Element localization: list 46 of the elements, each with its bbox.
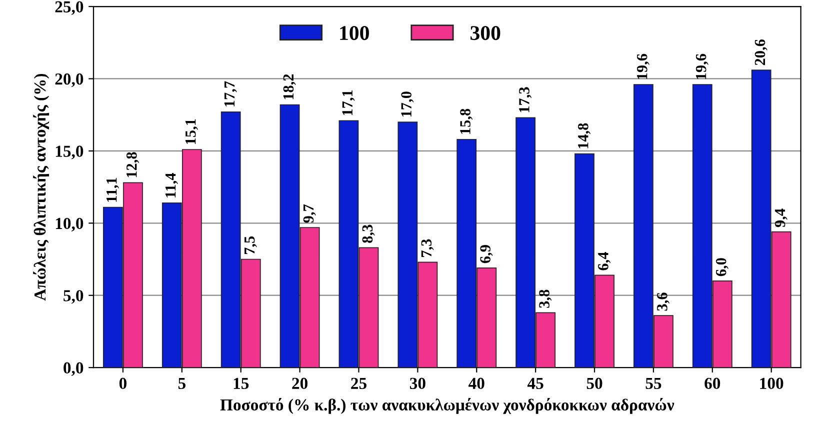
data-label: 19,6 — [696, 54, 708, 79]
x-tick-label: 100 — [760, 378, 784, 390]
y-tick-label: 20,0 — [55, 73, 84, 88]
legend-label: 100 — [340, 26, 369, 40]
data-label: 6,4 — [598, 252, 611, 270]
x-tick-label: 40 — [468, 378, 484, 390]
data-label: 11,4 — [165, 172, 178, 198]
data-label: 6,0 — [716, 258, 728, 276]
x-tick-label: 5 — [178, 378, 186, 390]
data-label: 9,4 — [774, 208, 788, 228]
y-tick-label: 15,0 — [56, 146, 84, 160]
x-tick-label: 45 — [527, 378, 544, 390]
legend-label: 300 — [470, 26, 500, 40]
data-label: 7,5 — [244, 236, 257, 254]
data-label: 11,1 — [106, 178, 119, 202]
x-tick-label: 60 — [704, 378, 720, 390]
data-label: 8,3 — [362, 224, 375, 243]
data-label: 14,8 — [578, 123, 591, 148]
x-tick-label: 55 — [646, 378, 662, 390]
data-label: 20,6 — [754, 39, 768, 66]
data-label: 3,8 — [539, 290, 552, 308]
x-tick-label: 0 — [119, 378, 126, 390]
x-tick-label: 25 — [351, 378, 366, 390]
data-label: 3,6 — [657, 292, 670, 311]
y-tick-label: 0,0 — [64, 362, 84, 376]
x-tick-label: 50 — [586, 378, 602, 390]
data-label: 15,8 — [460, 108, 473, 134]
x-tick-label: 20 — [292, 378, 308, 390]
data-label: 15,1 — [186, 119, 198, 144]
data-label: 7,3 — [421, 239, 434, 257]
y-tick-label: 10,0 — [56, 218, 84, 232]
data-label: 17,3 — [519, 87, 532, 112]
data-label: 17,0 — [401, 92, 414, 117]
y-tick-label: 5,0 — [64, 290, 84, 304]
x-tick-label: 30 — [410, 378, 426, 390]
x-axis-title: Ποσοστό (% κ.β.) των ανακυκλωμένων χονδρόκοκκων αδρανών — [220, 398, 674, 414]
data-label: 17,1 — [342, 90, 355, 116]
data-label: 12,8 — [126, 152, 140, 178]
data-label: 17,7 — [224, 81, 237, 106]
data-label: 9,7 — [303, 204, 316, 223]
data-label: 6,9 — [480, 245, 493, 264]
y-tick-label: 25,0 — [55, 1, 84, 15]
x-tick-label: 15 — [234, 378, 249, 390]
y-axis-title: Απώλεις θλιπτικής αντοχής (%) — [33, 74, 50, 301]
data-label: 18,2 — [283, 74, 296, 100]
data-label: 19,6 — [636, 54, 650, 79]
